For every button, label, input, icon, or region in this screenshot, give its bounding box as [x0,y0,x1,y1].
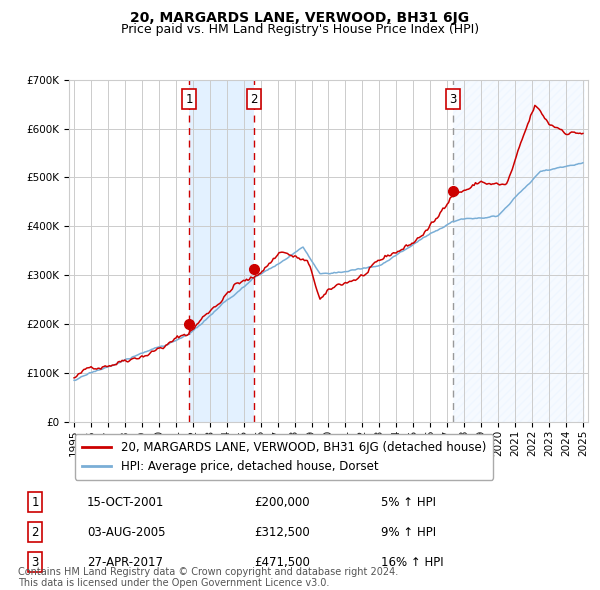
Text: 1: 1 [185,93,193,106]
Text: Price paid vs. HM Land Registry's House Price Index (HPI): Price paid vs. HM Land Registry's House … [121,23,479,36]
Legend: 20, MARGARDS LANE, VERWOOD, BH31 6JG (detached house), HPI: Average price, detac: 20, MARGARDS LANE, VERWOOD, BH31 6JG (de… [75,434,493,480]
Text: £312,500: £312,500 [254,526,310,539]
Bar [189,80,254,422]
Text: 16% ↑ HPI: 16% ↑ HPI [381,556,443,569]
Text: 3: 3 [32,556,39,569]
Text: £200,000: £200,000 [254,496,310,509]
Text: 3: 3 [449,93,457,106]
Text: Contains HM Land Registry data © Crown copyright and database right 2024.
This d: Contains HM Land Registry data © Crown c… [18,566,398,588]
Text: 2: 2 [32,526,39,539]
Text: 2: 2 [250,93,257,106]
Text: 1: 1 [32,496,39,509]
Text: 27-APR-2017: 27-APR-2017 [87,556,163,569]
Bar [452,80,584,422]
Text: 9% ↑ HPI: 9% ↑ HPI [381,526,436,539]
Text: 20, MARGARDS LANE, VERWOOD, BH31 6JG: 20, MARGARDS LANE, VERWOOD, BH31 6JG [130,11,470,25]
Text: £471,500: £471,500 [254,556,310,569]
Text: 5% ↑ HPI: 5% ↑ HPI [381,496,436,509]
Text: 15-OCT-2001: 15-OCT-2001 [87,496,164,509]
Text: 03-AUG-2005: 03-AUG-2005 [87,526,166,539]
